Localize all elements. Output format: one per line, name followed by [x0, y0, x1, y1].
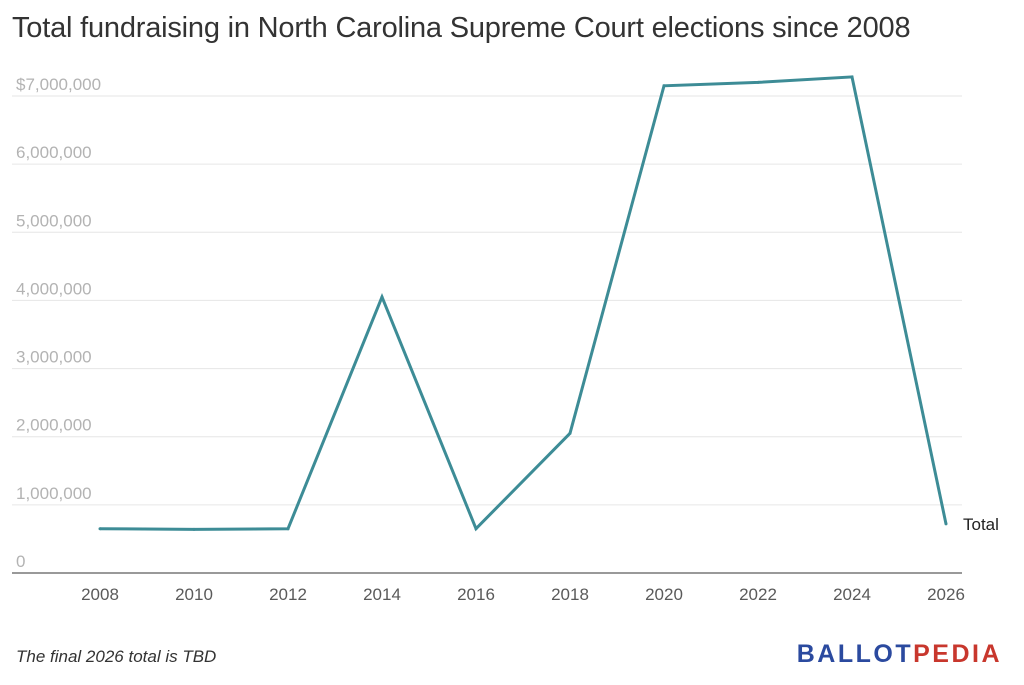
x-tick-label: 2020	[645, 585, 683, 604]
series-label-total: Total	[963, 515, 999, 534]
y-tick-label: 3,000,000	[16, 348, 92, 367]
x-tick-label: 2012	[269, 585, 307, 604]
x-tick-label: 2008	[81, 585, 119, 604]
y-tick-label: 2,000,000	[16, 416, 92, 435]
chart-title: Total fundraising in North Carolina Supr…	[12, 12, 911, 44]
x-tick-label: 2026	[927, 585, 965, 604]
y-tick-label: $7,000,000	[16, 75, 101, 94]
x-tick-label: 2010	[175, 585, 213, 604]
data-point	[286, 527, 290, 531]
x-tick-label: 2014	[363, 585, 401, 604]
footnote: The final 2026 total is TBD	[16, 647, 217, 666]
data-point	[756, 80, 760, 84]
data-point	[944, 522, 948, 526]
y-axis-ticks: 0 1,000,000 2,000,000 3,000,000 4,000,000 5,0…	[16, 75, 101, 571]
y-tick-label: 4,000,000	[16, 279, 92, 298]
x-tick-label: 2024	[833, 585, 871, 604]
x-tick-label: 2022	[739, 585, 777, 604]
ballotpedia-logo: BALLOTPEDIA	[797, 640, 1002, 669]
data-point	[568, 431, 572, 435]
x-tick-label: 2018	[551, 585, 589, 604]
x-tick-label: 2016	[457, 585, 495, 604]
gridlines	[12, 95, 962, 574]
y-tick-label: 6,000,000	[16, 143, 92, 162]
y-tick-label: 0	[16, 552, 25, 571]
data-point	[850, 75, 854, 79]
logo-part-pedia: PEDIA	[913, 640, 1002, 668]
series-labels: Total	[963, 515, 999, 534]
y-tick-label: 5,000,000	[16, 211, 92, 230]
data-point	[662, 84, 666, 88]
logo-part-ballot: BALLOT	[796, 640, 914, 668]
y-tick-label: 1,000,000	[16, 484, 92, 503]
series-lines	[98, 75, 948, 532]
x-axis-ticks: 2008 2010 2012 2014 2016 2018 2020 2022 2024 2026	[81, 585, 965, 604]
data-point	[98, 527, 102, 531]
data-point	[192, 527, 196, 531]
data-point	[380, 295, 384, 299]
data-point	[474, 527, 478, 531]
series-line-total	[99, 75, 948, 532]
line-chart: 0 1,000,000 2,000,000 3,000,000 4,000,000 5,0…	[12, 75, 999, 604]
